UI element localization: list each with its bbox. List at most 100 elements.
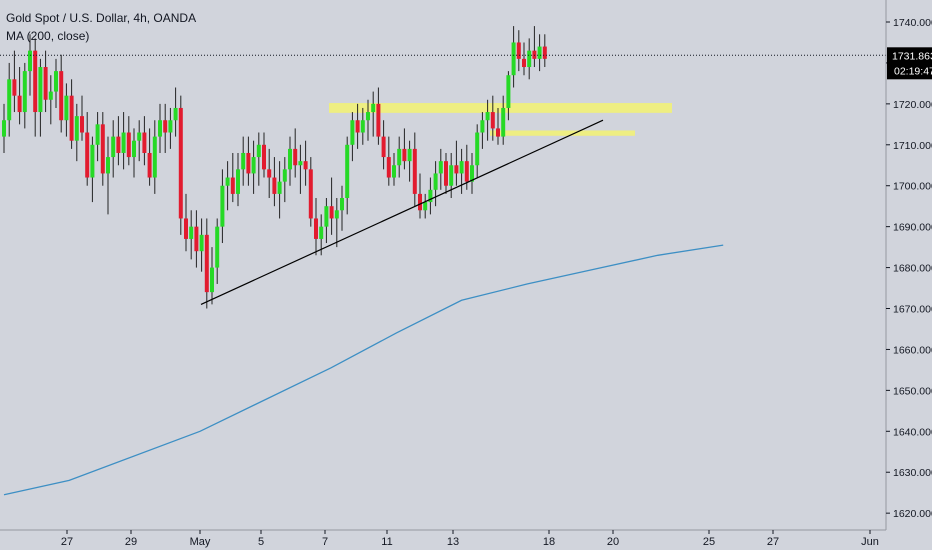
candle	[152, 120, 157, 194]
price-tick-label: 1650.000	[893, 385, 932, 397]
price-badge-box	[887, 47, 932, 80]
candle-body-down	[246, 152, 251, 174]
time-tick-label: 13	[447, 536, 459, 548]
candle	[537, 34, 542, 72]
candle-body-up	[319, 226, 324, 239]
candle	[438, 148, 443, 190]
price-axis[interactable]: 1740.0001730.0001720.0001710.0001700.000…	[886, 17, 932, 520]
candle-body-up	[28, 50, 32, 72]
candle-body-up	[501, 107, 506, 137]
time-tick-label: 18	[543, 536, 555, 548]
candle-body-down	[17, 95, 22, 113]
candle-body-up	[485, 112, 490, 121]
candle	[282, 157, 287, 203]
candle	[22, 62, 27, 129]
candle	[506, 71, 511, 121]
candle-body-down	[33, 50, 38, 113]
time-axis[interactable]: 27 29 May 5 7 11 13 18 20 25 27 Jun	[61, 530, 879, 548]
candle-body-down	[381, 136, 386, 158]
candle-body-up	[225, 177, 230, 186]
time-tick-label: Jun	[861, 536, 879, 548]
candle-body-up	[459, 161, 464, 174]
candle-body-down	[126, 132, 131, 158]
price-tick-label: 1660.000	[893, 344, 932, 356]
price-tick-label: 1690.000	[893, 222, 932, 234]
candles-layer	[2, 26, 547, 309]
candle	[111, 120, 116, 178]
candle	[355, 103, 360, 149]
moving-average-layer	[3, 244, 724, 496]
resistance-zone[interactable]	[329, 103, 672, 113]
candle-body-down	[532, 50, 537, 59]
symbol-title[interactable]: Gold Spot / U.S. Dollar, 4h, OANDA	[6, 11, 197, 25]
candle	[459, 148, 464, 194]
candle-body-down	[418, 193, 422, 211]
candle	[95, 112, 100, 162]
candle	[210, 247, 214, 305]
candle-body-down	[12, 79, 17, 96]
candle-body-up	[438, 161, 443, 174]
candle	[147, 128, 152, 186]
candle-body-up	[48, 91, 53, 100]
candle	[319, 214, 324, 256]
indicator-label[interactable]: MA (200, close)	[6, 29, 90, 43]
candle-body-down	[293, 148, 298, 166]
time-tick-label: 7	[322, 536, 328, 548]
candle-body-up	[449, 165, 454, 186]
candle	[360, 107, 365, 145]
candle-body-up	[366, 112, 370, 121]
candle	[444, 152, 448, 194]
candle	[194, 210, 199, 268]
candle-body-up	[506, 75, 511, 108]
candle-body-down	[490, 112, 495, 129]
candle	[178, 95, 183, 235]
candle	[85, 112, 90, 186]
candle-body-up	[111, 136, 116, 158]
candle	[433, 161, 438, 207]
candle-body-up	[137, 132, 142, 141]
candle	[64, 83, 69, 137]
candle-body-up	[298, 161, 303, 166]
candle	[116, 116, 121, 166]
candle-body-up	[433, 173, 438, 190]
candle-body-down	[272, 177, 277, 194]
ma-200-line[interactable]	[3, 244, 724, 496]
price-tick-label: 1620.000	[893, 508, 932, 520]
candle-body-up	[397, 148, 402, 166]
candle	[48, 75, 53, 125]
candle-body-up	[38, 67, 43, 113]
candle-body-up	[22, 71, 27, 113]
candle-body-down	[496, 128, 500, 137]
candle	[230, 152, 235, 203]
candle-body-up	[407, 148, 412, 162]
support-zone[interactable]	[490, 130, 635, 136]
candle-body-down	[147, 152, 152, 178]
price-tick-label: 1680.000	[893, 263, 932, 275]
candle	[470, 152, 474, 194]
candle	[376, 87, 381, 145]
candle	[74, 103, 79, 162]
candle	[168, 107, 173, 149]
candle-body-down	[59, 71, 64, 121]
candle	[449, 152, 454, 198]
candle	[407, 140, 412, 182]
candle-body-up	[277, 181, 282, 194]
candle-body-down	[204, 234, 209, 293]
candle	[158, 103, 162, 153]
time-tick-label: 27	[767, 536, 779, 548]
candle	[334, 197, 339, 248]
trendline-layer	[200, 119, 604, 305]
candle-body-down	[43, 67, 48, 100]
candle-body-down	[444, 161, 448, 186]
ascending-trendline[interactable]	[200, 119, 604, 305]
candle	[308, 157, 313, 227]
candle-body-down	[412, 148, 417, 194]
candle-body-down	[522, 58, 526, 68]
candle-body-up	[54, 71, 58, 92]
candle-body-up	[215, 226, 220, 268]
candle-body-up	[74, 116, 79, 141]
time-tick-label: 27	[61, 536, 73, 548]
candle	[501, 95, 506, 145]
